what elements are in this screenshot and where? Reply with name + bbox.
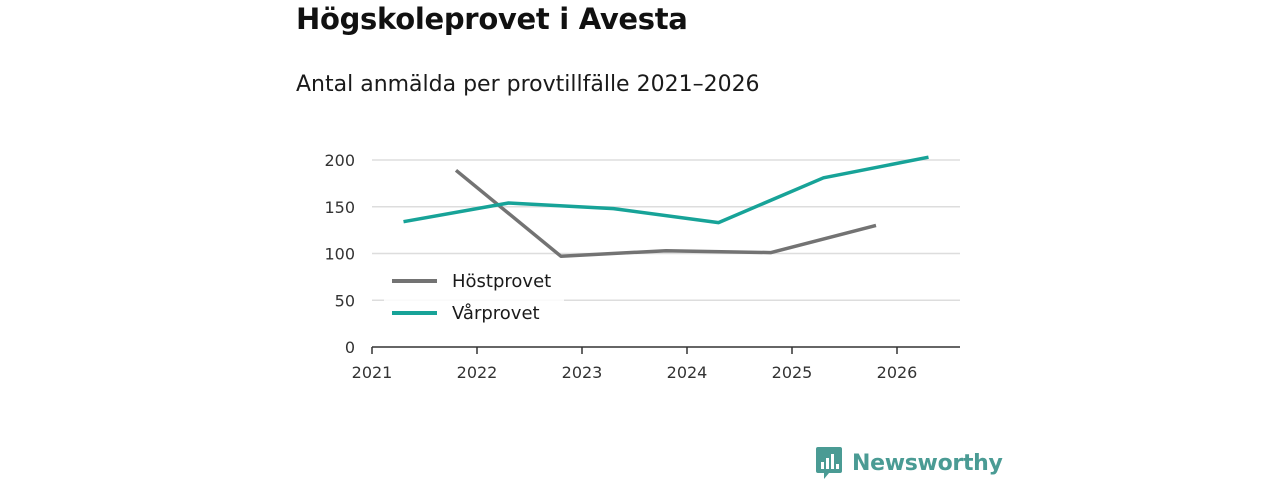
x-tick-label: 2026: [877, 363, 918, 382]
x-tick-label: 2025: [772, 363, 813, 382]
y-tick-label: 0: [345, 338, 355, 357]
y-tick-label: 50: [335, 291, 355, 310]
line-chart: 0 50 100 150 200 2021 2022 2023 2024 2025 2026 Hös…: [324, 151, 960, 382]
x-tick-label: 2024: [667, 363, 708, 382]
brand-name: Newsworthy: [852, 450, 1003, 476]
x-tick-label: 2021: [352, 363, 393, 382]
chart-subtitle: Antal anmälda per provtillfälle 2021–202…: [296, 72, 760, 97]
x-tick-label: 2022: [457, 363, 498, 382]
series-lines: [403, 155, 929, 259]
legend-label: Vårprovet: [452, 303, 540, 324]
axes: 0 50 100 150 200 2021 2022 2023 2024 2025 2026: [324, 151, 960, 382]
legend: Höstprovet Vårprovet: [384, 266, 564, 328]
y-tick-label: 150: [324, 198, 355, 217]
x-tick-label: 2023: [562, 363, 603, 382]
series-line-hostprovet: [454, 168, 877, 259]
chart-title: Högskoleprovet i Avesta: [296, 2, 688, 36]
y-tick-label: 100: [324, 245, 355, 264]
newsworthy-logo-icon: [816, 447, 842, 479]
legend-label: Höstprovet: [452, 271, 551, 292]
y-tick-label: 200: [324, 151, 355, 170]
newsworthy-logo: Newsworthy: [815, 446, 1003, 480]
series-line-varprovet: [403, 155, 929, 225]
